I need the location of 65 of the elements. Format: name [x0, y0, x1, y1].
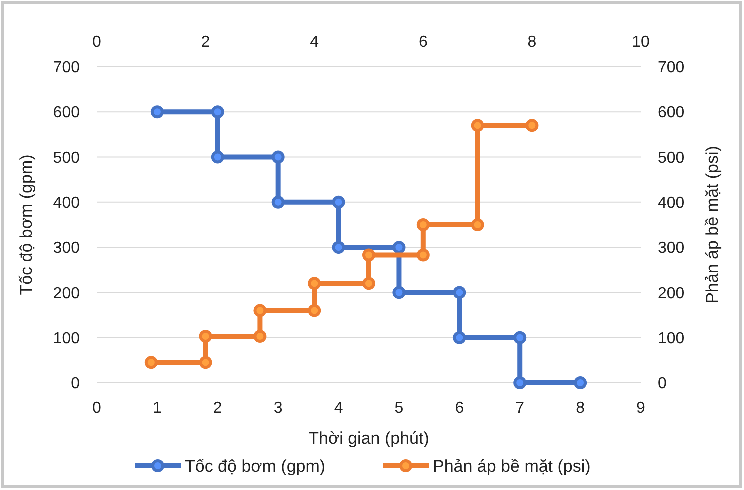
point: [272, 196, 285, 209]
x-tick-label: 7: [516, 400, 525, 417]
point: [332, 196, 346, 209]
point: [211, 150, 224, 164]
point: [144, 356, 158, 370]
y-tick-label: 600: [53, 104, 80, 122]
point: [471, 119, 484, 132]
y-tick-label: 0: [71, 376, 80, 393]
y2-tick-label: 600: [658, 104, 685, 122]
point: [574, 376, 588, 390]
point: [308, 277, 322, 290]
point: [471, 218, 484, 232]
point: [514, 376, 527, 390]
y2-tick-label: 400: [658, 195, 685, 212]
y2-tick-label: 100: [658, 330, 685, 348]
y-tick-label: 500: [53, 150, 80, 167]
x-tick-label: 9: [636, 400, 646, 417]
x2-tick-label: 2: [201, 34, 210, 51]
x-tick-label: 3: [274, 400, 283, 417]
y-tick-label: 200: [53, 285, 80, 302]
x2-tick-label: 8: [528, 34, 537, 51]
x-tick-label: 6: [455, 400, 464, 417]
x-tick-label: 4: [334, 400, 344, 417]
x-tick-label: 5: [394, 400, 404, 417]
point: [254, 330, 267, 344]
point: [199, 330, 212, 344]
y2-tick-label: 500: [658, 150, 685, 167]
y-tick-label: 400: [53, 195, 80, 212]
point: [416, 248, 430, 262]
point: [211, 106, 224, 119]
x2-tick-label: 10: [632, 34, 650, 51]
point: [453, 286, 466, 300]
point: [272, 150, 285, 164]
point: [416, 218, 430, 232]
point: [362, 277, 376, 290]
y-tick-label: 100: [53, 330, 80, 348]
x-tick-label: 1: [152, 400, 162, 417]
point: [392, 241, 406, 254]
x-tick-label: 8: [576, 400, 586, 417]
y2-axis-title: Phản áp bề mặt (psi): [703, 146, 722, 304]
point: [392, 286, 406, 300]
point: [362, 248, 376, 262]
x2-tick-label: 6: [418, 34, 428, 51]
y-tick-label: 700: [53, 60, 80, 77]
x2-tick-label: 0: [92, 34, 102, 51]
legend-label: Phản áp bề mặt (psi): [433, 456, 591, 476]
y-axis-title: Tốc độ bơm (gpm): [17, 154, 36, 296]
x-axis-title: Thời gian (phút): [308, 429, 430, 448]
x-tick-label: 0: [92, 400, 102, 417]
point: [254, 304, 267, 318]
point: [526, 119, 539, 132]
point: [150, 106, 164, 119]
y2-tick-label: 0: [658, 376, 667, 393]
y2-tick-label: 300: [658, 240, 685, 258]
point: [332, 241, 346, 254]
point: [308, 304, 322, 318]
legend-label: Tốc độ bơm (gpm): [185, 456, 326, 476]
point: [199, 356, 212, 370]
x-tick-label: 2: [213, 400, 222, 417]
x2-tick-label: 4: [310, 34, 320, 51]
point: [514, 331, 527, 344]
point: [453, 331, 466, 344]
y-tick-label: 300: [53, 240, 80, 258]
y2-tick-label: 700: [658, 60, 685, 77]
y2-tick-label: 200: [658, 285, 685, 302]
